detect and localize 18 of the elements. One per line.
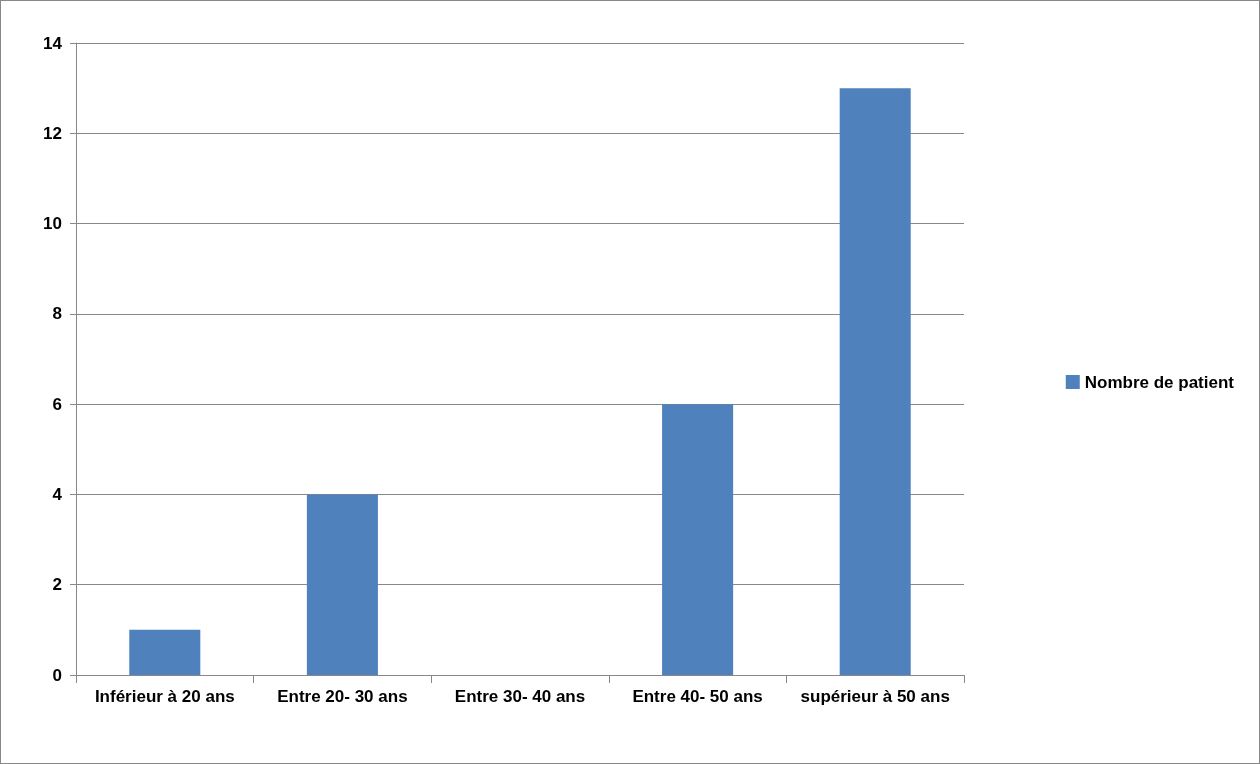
- x-tick-label: Entre 30- 40 ans: [454, 686, 586, 706]
- x-tick-label: supérieur à 50 ans: [800, 686, 950, 706]
- y-tick-label: 8: [52, 304, 62, 324]
- y-tick-label: 12: [43, 123, 62, 143]
- legend-label: Nombre de patient: [1084, 372, 1235, 392]
- y-tick-label: 14: [43, 33, 63, 53]
- y-tick-label: 6: [52, 394, 62, 414]
- y-tick-label: 4: [52, 484, 63, 504]
- bar: [662, 404, 734, 675]
- bar: [129, 629, 201, 675]
- bar: [306, 494, 378, 675]
- bar: [839, 88, 911, 675]
- x-tick-label: Entre 40- 50 ans: [632, 686, 763, 706]
- y-tick-label: 10: [43, 214, 62, 234]
- x-tick-label: Entre 20- 30 ans: [277, 686, 408, 706]
- y-tick-label: 2: [52, 575, 62, 595]
- x-tick-label: Inférieur à 20 ans: [94, 686, 235, 706]
- y-tick-label: 0: [52, 665, 62, 685]
